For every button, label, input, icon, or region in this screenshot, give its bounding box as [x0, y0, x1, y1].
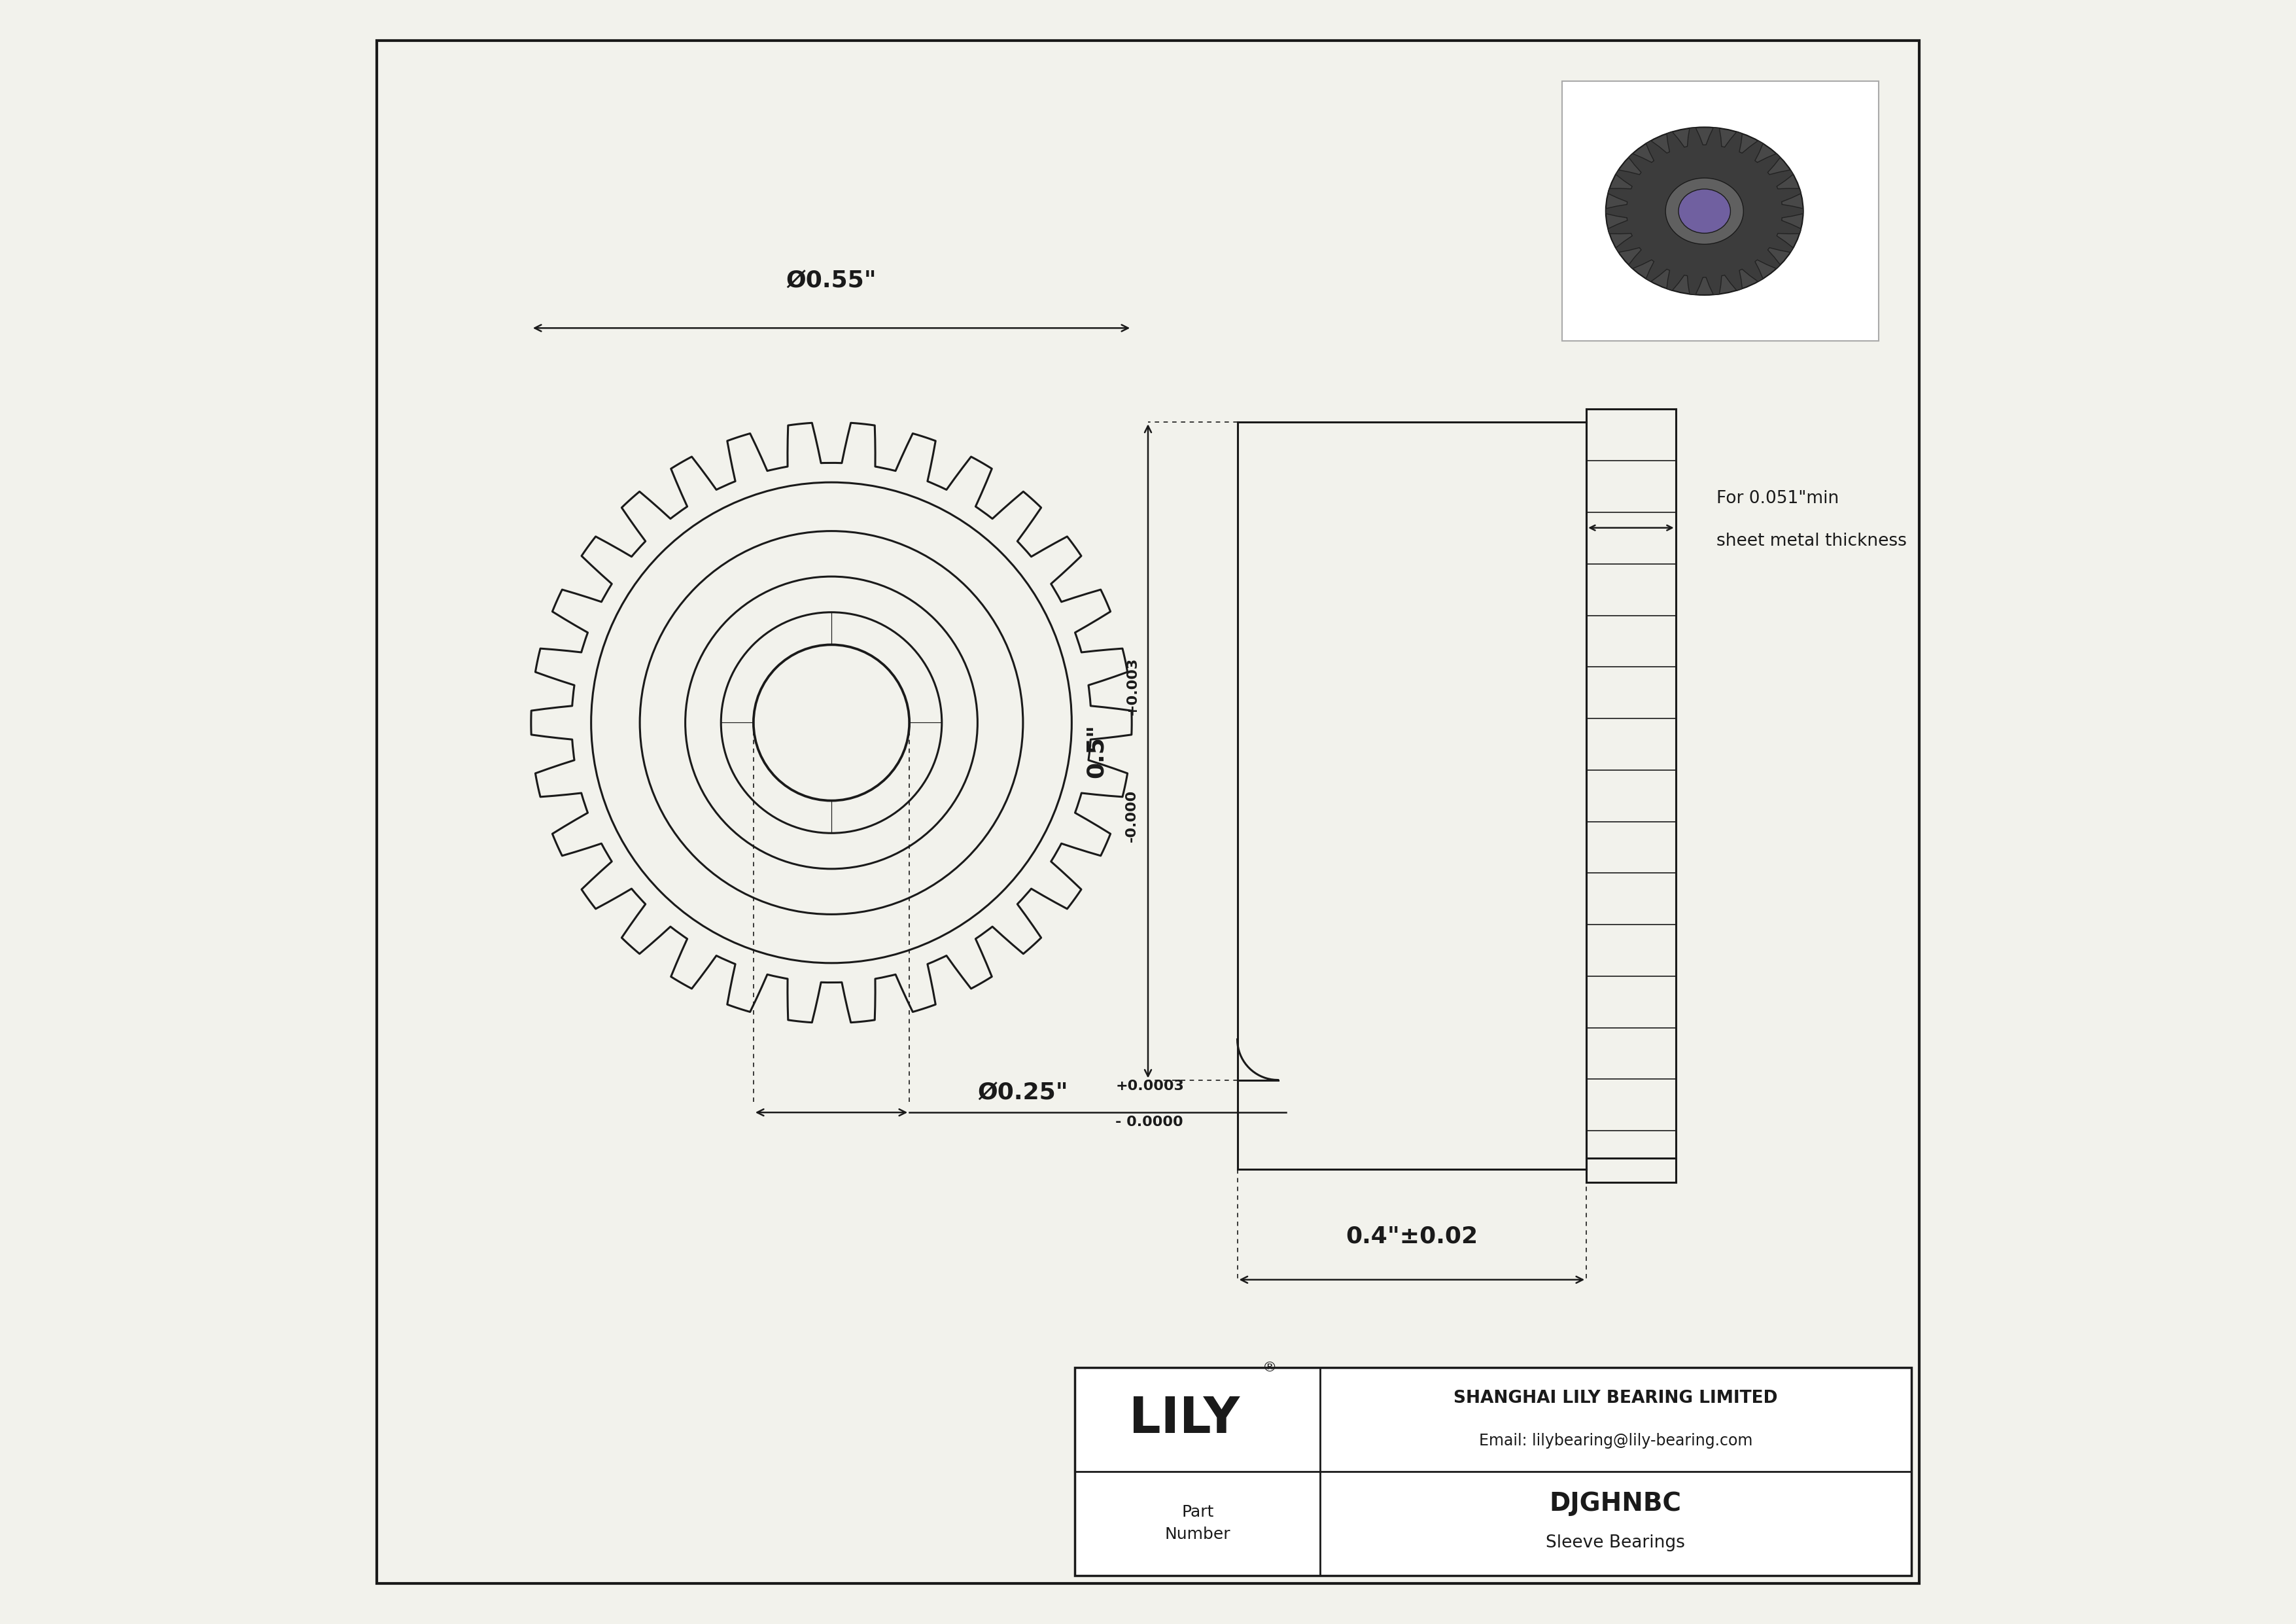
Text: DJGHNBC: DJGHNBC: [1550, 1491, 1681, 1517]
Text: 0.5": 0.5": [1086, 724, 1107, 778]
Text: SHANGHAI LILY BEARING LIMITED: SHANGHAI LILY BEARING LIMITED: [1453, 1390, 1777, 1406]
Text: For 0.051"min: For 0.051"min: [1715, 490, 1839, 507]
Text: +0.0003: +0.0003: [1116, 1080, 1185, 1093]
Text: Email: lilybearing@lily-bearing.com: Email: lilybearing@lily-bearing.com: [1479, 1432, 1752, 1449]
Text: Sleeve Bearings: Sleeve Bearings: [1545, 1535, 1685, 1551]
Text: - 0.0000: - 0.0000: [1116, 1116, 1182, 1129]
Text: LILY: LILY: [1130, 1395, 1240, 1444]
Ellipse shape: [1665, 179, 1743, 244]
Text: sheet metal thickness: sheet metal thickness: [1715, 533, 1906, 549]
Ellipse shape: [1605, 127, 1802, 296]
Text: Part
Number: Part Number: [1164, 1504, 1231, 1543]
Text: +0.003: +0.003: [1125, 658, 1139, 715]
Text: -0.000: -0.000: [1125, 789, 1139, 843]
Text: 0.4"±0.02: 0.4"±0.02: [1345, 1224, 1479, 1247]
Polygon shape: [1605, 128, 1802, 294]
Bar: [1561, 81, 1878, 341]
Text: Ø0.55": Ø0.55": [785, 270, 877, 292]
Bar: [1075, 1367, 1910, 1575]
Text: Ø0.25": Ø0.25": [978, 1082, 1068, 1104]
Ellipse shape: [1678, 188, 1731, 234]
Text: ®: ®: [1263, 1361, 1277, 1374]
